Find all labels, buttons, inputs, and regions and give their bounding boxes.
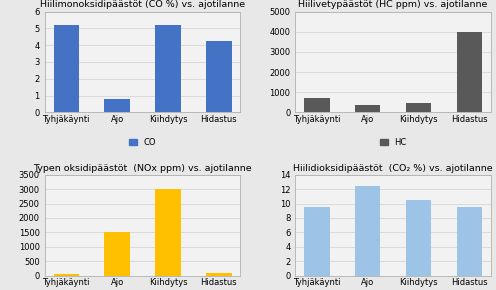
Bar bbox=[457, 32, 482, 112]
Bar bbox=[155, 25, 181, 112]
Bar bbox=[104, 99, 130, 112]
Bar bbox=[304, 207, 329, 276]
Bar bbox=[104, 232, 130, 276]
Legend: HC: HC bbox=[376, 135, 410, 151]
Bar bbox=[54, 274, 79, 276]
Bar bbox=[155, 189, 181, 276]
Bar bbox=[54, 25, 79, 112]
Title: Hiilimonoksidipäästöt (CO %) vs. ajotilanne: Hiilimonoksidipäästöt (CO %) vs. ajotila… bbox=[40, 0, 245, 10]
Legend: CO: CO bbox=[125, 135, 160, 151]
Bar bbox=[457, 207, 482, 276]
Bar bbox=[406, 103, 432, 112]
Title: Hiilivetypäästöt (HC ppm) vs. ajotilanne: Hiilivetypäästöt (HC ppm) vs. ajotilanne bbox=[299, 0, 488, 10]
Bar bbox=[355, 186, 380, 276]
Title: Hiilidioksidipäästöt  (CO₂ %) vs. ajotilanne: Hiilidioksidipäästöt (CO₂ %) vs. ajotila… bbox=[293, 164, 493, 173]
Bar bbox=[304, 98, 329, 112]
Title: Typen oksidipäästöt  (NOx ppm) vs. ajotilanne: Typen oksidipäästöt (NOx ppm) vs. ajotil… bbox=[33, 164, 252, 173]
Bar bbox=[206, 41, 232, 112]
Bar bbox=[406, 200, 432, 276]
Bar bbox=[355, 105, 380, 112]
Bar bbox=[206, 273, 232, 276]
